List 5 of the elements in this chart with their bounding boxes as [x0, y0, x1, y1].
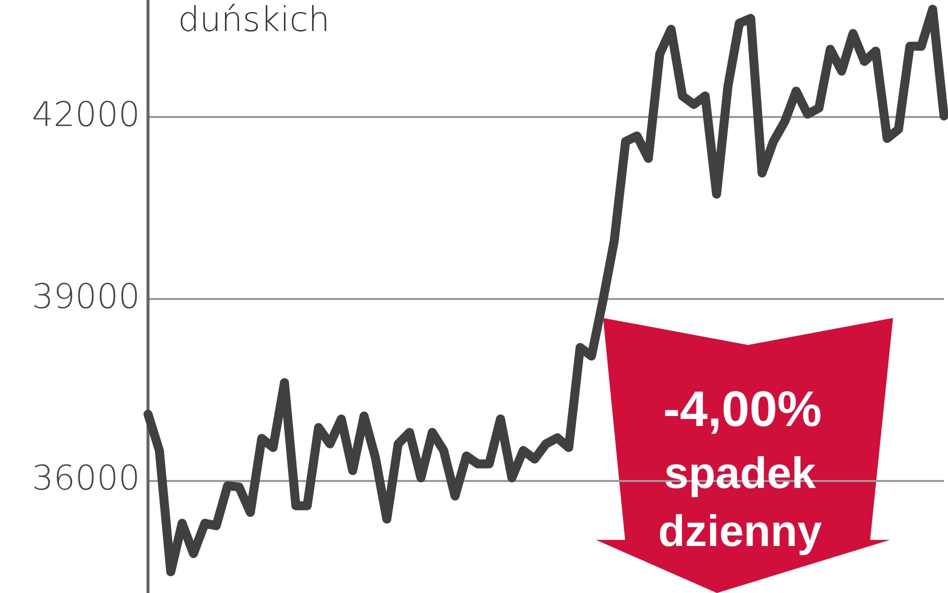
y-tick-label: 42000 [32, 95, 140, 135]
annotation: -4,00% [662, 380, 823, 438]
y-tick-label: 36000 [32, 458, 140, 499]
y-tick-label: 39000 [32, 276, 140, 317]
chart-title: duńskich [178, 0, 330, 40]
